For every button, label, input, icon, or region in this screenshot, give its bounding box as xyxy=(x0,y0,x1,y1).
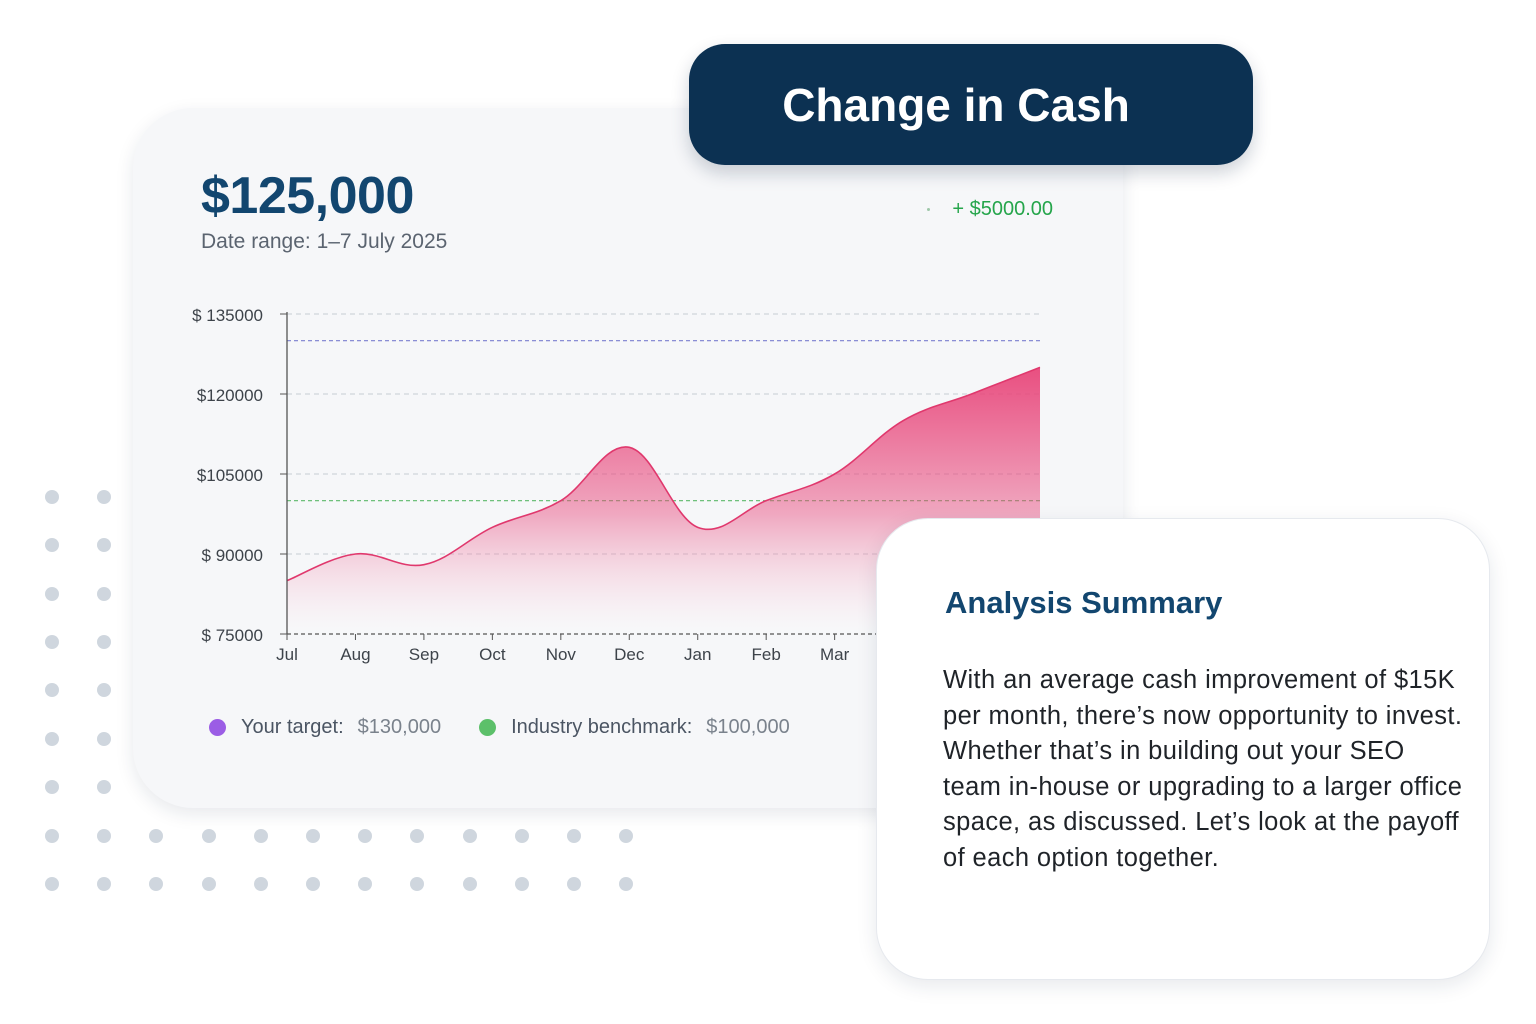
change-value: + $5000.00 xyxy=(952,198,1053,220)
target-dot-icon xyxy=(209,719,226,736)
decorative-dot xyxy=(358,829,373,843)
y-tick-label: $ 90000 xyxy=(202,546,263,565)
x-tick-label: Mar xyxy=(820,645,850,664)
decorative-dot xyxy=(45,877,59,891)
decorative-dot xyxy=(567,877,581,891)
decorative-dot xyxy=(97,490,111,504)
decorative-dot xyxy=(45,587,59,601)
decorative-dot xyxy=(201,829,216,843)
decorative-dot xyxy=(97,538,111,552)
decorative-dot xyxy=(97,829,112,843)
decorative-dot xyxy=(410,877,425,891)
decorative-dot xyxy=(306,829,320,843)
decorative-dot xyxy=(97,635,111,649)
decorative-dot xyxy=(45,635,59,649)
decorative-dot xyxy=(567,829,581,843)
decorative-dot xyxy=(45,829,59,843)
legend-item-benchmark: Industry benchmark: $100,000 xyxy=(479,716,790,739)
decorative-dot xyxy=(514,829,529,843)
decorative-dot xyxy=(45,683,59,697)
dot-icon xyxy=(927,208,931,212)
analysis-summary-card: Analysis Summary With an average cash im… xyxy=(876,518,1490,980)
decorative-dot xyxy=(462,829,477,843)
series-line xyxy=(286,366,1041,582)
decorative-dot xyxy=(201,877,216,891)
cash-amount: $125,000 xyxy=(201,167,414,225)
legend-benchmark-value: $100,000 xyxy=(706,716,790,738)
decorative-dot xyxy=(253,829,268,843)
decorative-dot xyxy=(514,877,529,891)
decorative-dot xyxy=(45,538,59,552)
x-tick-label: Sep xyxy=(409,645,439,664)
cash-area-chart: $ 135000 $120000 $105000 $ 90000 $ 75000 Jul A… xyxy=(192,306,1054,664)
decorative-dot xyxy=(45,490,59,504)
page-title-banner: Change in Cash xyxy=(689,44,1253,165)
decorative-dot xyxy=(253,877,268,891)
y-tick-label: $120000 xyxy=(197,386,263,405)
decorative-dot xyxy=(45,732,59,746)
x-tick-label: Aug xyxy=(340,645,370,664)
x-tick-label: Dec xyxy=(614,645,645,664)
x-tick-label: Oct xyxy=(479,645,506,664)
decorative-dot xyxy=(358,877,373,891)
decorative-dot xyxy=(149,877,164,891)
analysis-title: Analysis Summary xyxy=(945,585,1223,620)
x-tick-label: Jan xyxy=(684,645,711,664)
legend-target-value: $130,000 xyxy=(357,716,442,738)
decorative-dot xyxy=(619,877,634,891)
series-area xyxy=(287,367,1040,634)
y-tick-label: $105000 xyxy=(197,466,263,485)
decorative-dot xyxy=(45,780,59,794)
decorative-dot xyxy=(149,829,164,843)
decorative-dot xyxy=(462,877,477,891)
decorative-dot xyxy=(410,829,425,843)
decorative-dot xyxy=(97,877,112,891)
decorative-dot xyxy=(97,683,111,697)
x-tick-label: Jul xyxy=(276,645,298,664)
benchmark-dot-icon xyxy=(479,719,497,736)
decorative-dot xyxy=(97,587,111,601)
date-range: Date range: 1–7 July 2025 xyxy=(201,230,448,253)
y-tick-label: $ 75000 xyxy=(202,626,263,645)
decorative-dot xyxy=(619,829,634,843)
decorative-dot xyxy=(306,877,320,891)
chart-legend: Your target: $130,000 Industry benchmark… xyxy=(209,716,828,739)
analysis-body: With an average cash improvement of $15K… xyxy=(943,666,1463,872)
decorative-dot xyxy=(97,780,111,794)
page-title: Change in Cash xyxy=(782,78,1130,131)
decorative-dot xyxy=(97,732,111,746)
x-tick-label: Feb xyxy=(752,645,781,664)
legend-benchmark-label: Industry benchmark: xyxy=(511,716,693,738)
x-tick-label: Nov xyxy=(546,645,577,664)
legend-target-label: Your target: xyxy=(241,716,344,738)
y-tick-label: $ 135000 xyxy=(192,306,263,325)
legend-item-target: Your target: $130,000 xyxy=(209,716,441,739)
change-indicator: + $5000.00 xyxy=(927,198,1053,221)
